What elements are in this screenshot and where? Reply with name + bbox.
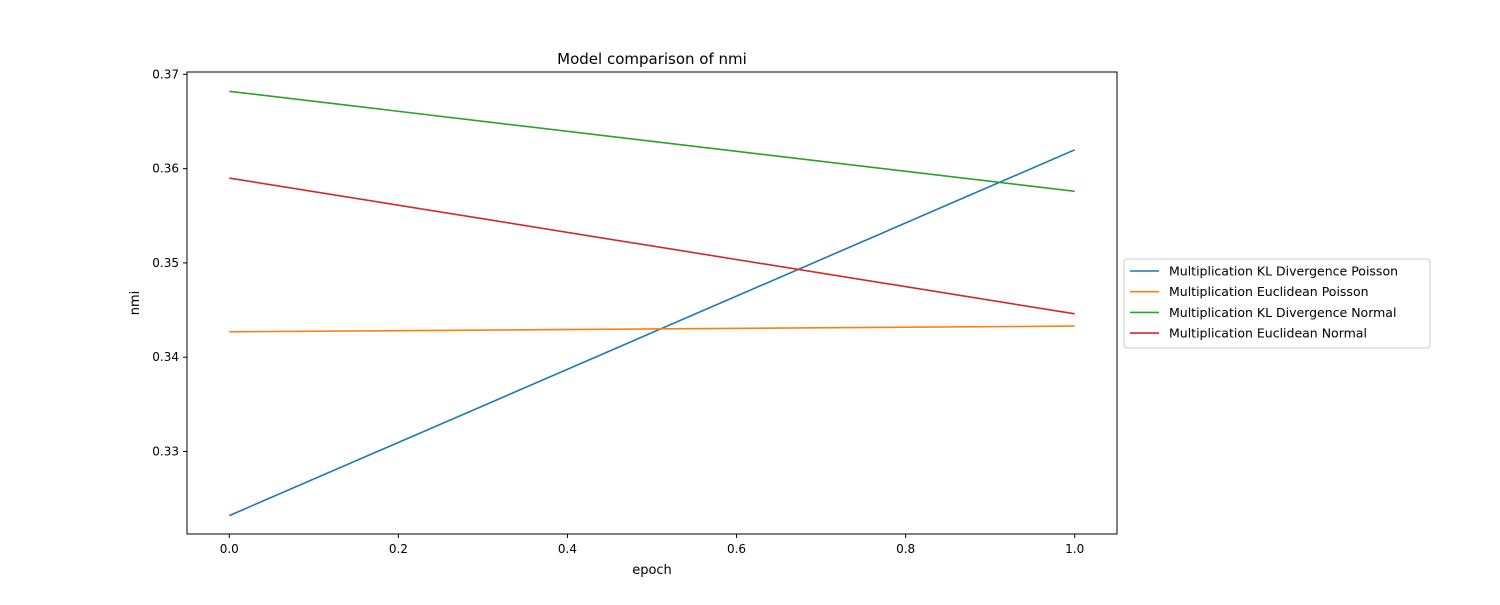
x-tick-label: 0.0	[220, 542, 239, 556]
legend-label-1: Multiplication KL Divergence Poisson	[1169, 264, 1398, 279]
y-tick-label: 0.37	[152, 67, 179, 81]
series-line-3	[229, 90, 1075, 193]
x-tick-label: 1.0	[1065, 542, 1084, 556]
series-layer	[228, 90, 1076, 517]
y-tick-label: 0.36	[152, 162, 179, 176]
x-axis-label: epoch	[632, 563, 672, 578]
plot-frame	[186, 71, 1118, 535]
legend-box	[1123, 258, 1431, 349]
legend: Multiplication KL Divergence Poisson Mult…	[1123, 258, 1431, 349]
x-tick-label: 0.2	[389, 542, 408, 556]
y-axis: 0.33 0.34 0.35 0.36 0.37	[152, 67, 187, 459]
x-axis: 0.0 0.2 0.4 0.6 0.8 1.0	[220, 534, 1084, 556]
x-tick-label: 0.8	[896, 542, 915, 556]
series-line-4	[229, 177, 1075, 315]
chart-title: Model comparison of nmi	[557, 50, 747, 68]
y-axis-label: nmi	[128, 291, 143, 316]
series-line-2	[229, 325, 1075, 333]
legend-label-3: Multiplication KL Divergence Normal	[1169, 305, 1396, 320]
x-tick-label: 0.4	[558, 542, 577, 556]
series-line-1	[228, 149, 1076, 517]
y-tick-label: 0.34	[152, 350, 179, 364]
legend-label-4: Multiplication Euclidean Normal	[1169, 326, 1367, 341]
legend-label-2: Multiplication Euclidean Poisson	[1169, 284, 1369, 299]
y-tick-label: 0.35	[152, 256, 179, 270]
legend-items: Multiplication KL Divergence Poisson Mult…	[1130, 264, 1398, 341]
x-tick-label: 0.6	[727, 542, 746, 556]
y-tick-label: 0.33	[152, 445, 179, 459]
